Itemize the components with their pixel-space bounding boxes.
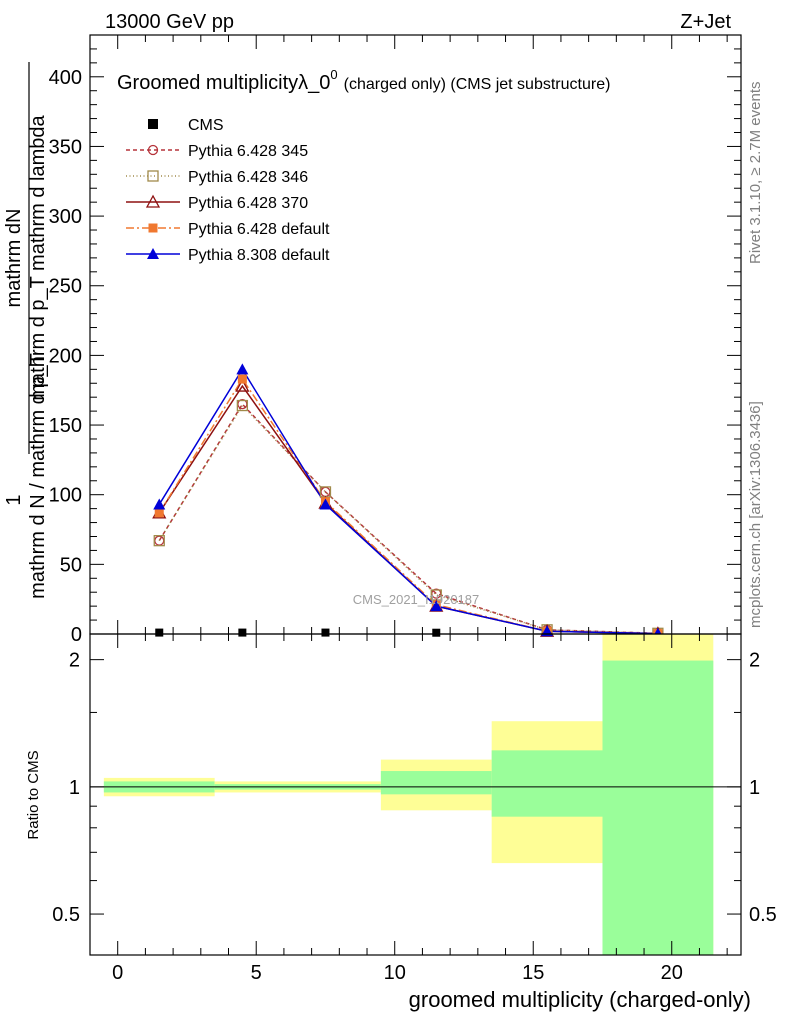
ratio-y-axis-label: Ratio to CMS [25, 750, 42, 839]
main-y-axis-label: mathrm dN mathrm d p_T mathrm d lambda 1… [3, 62, 49, 599]
ratio-y-tick-label: 1 [69, 777, 80, 799]
data-point-marker [237, 374, 247, 384]
main-y-tick-label: 0 [71, 624, 82, 646]
plot-title-detail: (charged only) (CMS jet substructure) [344, 76, 611, 93]
mcplots-reference-label: mcplots.cern.ch [arXiv:1306.3436] [747, 401, 764, 628]
rivet-version-label: Rivet 3.1.10, ≥ 2.7M events [747, 82, 764, 265]
main-y-axis-ticks: 0 50 100 150 200 250 300 350 400 [49, 48, 741, 646]
main-y-tick-label: 150 [49, 415, 82, 437]
legend: CMS Pythia 6.428 345 Pythia 6.428 346 Pythi… [126, 117, 330, 264]
cms-data-point [321, 628, 330, 637]
main-y-tick-label: 300 [49, 206, 82, 228]
data-point-marker [319, 498, 332, 510]
series-line [158, 377, 658, 635]
x-axis-label: groomed multiplicity (charged-only) [409, 987, 751, 1012]
main-series-lines [158, 367, 658, 635]
legend-label: Pythia 6.428 346 [188, 169, 308, 186]
x-tick-label: 10 [384, 962, 406, 984]
data-point-marker [236, 399, 249, 412]
x-tick-label: 20 [661, 962, 683, 984]
ratio-y-tick-label: 0.5 [52, 904, 80, 926]
x-tick-label: 15 [522, 962, 544, 984]
data-point-marker [147, 144, 159, 156]
stat-uncertainty-band [491, 750, 603, 817]
y-label-prefix-numerator: 1 [3, 494, 25, 505]
cms-data-point [238, 628, 247, 637]
cms-data-point [155, 628, 164, 637]
y-label-denominator: mathrm d p_T mathrm d lambda [27, 114, 49, 400]
collision-label: 13000 GeV pp [105, 11, 234, 33]
ratio-x-axis-ticks: 0 5 10 15 20 [89, 634, 728, 984]
data-point-marker [430, 600, 443, 612]
data-point-marker [235, 378, 250, 392]
plot-title-main: Groomed multiplicityλ_0 [117, 72, 330, 94]
ratio-y-tick-label-right: 1 [749, 777, 760, 799]
data-point-marker [145, 194, 161, 208]
process-label: Z+Jet [680, 11, 731, 33]
stat-uncertainty-band [602, 660, 714, 955]
legend-label: Pythia 6.428 345 [188, 143, 308, 160]
legend-label: Pythia 6.428 370 [188, 195, 308, 212]
legend-label: Pythia 6.428 default [188, 221, 330, 238]
ratio-frame [89, 633, 742, 956]
data-point-marker [153, 535, 165, 547]
x-tick-label: 0 [112, 962, 123, 984]
main-y-tick-label: 350 [49, 136, 82, 158]
data-point-marker [148, 223, 158, 233]
main-y-tick-label: 50 [60, 554, 82, 576]
data-point-marker [153, 498, 166, 510]
main-y-tick-label: 250 [49, 276, 82, 298]
data-point-marker [154, 508, 164, 518]
cms-data-point [432, 628, 441, 637]
legend-label: Pythia 8.308 default [188, 247, 330, 264]
ratio-y-tick-label-right: 2 [749, 650, 760, 672]
main-y-tick-label: 400 [49, 67, 82, 89]
data-point-marker [147, 248, 159, 259]
ratio-y-tick-label-right: 0.5 [749, 904, 777, 926]
series-line [158, 404, 658, 635]
legend-label: CMS [188, 117, 224, 134]
stat-uncertainty-band [380, 771, 492, 795]
ratio-uncertainty-bands [90, 634, 741, 955]
plot-title-superscript: 0 [330, 67, 337, 82]
legend-marker-cms [148, 119, 158, 129]
main-x-axis-ticks [89, 35, 728, 634]
y-label-prefix-denominator: mathrm d N / mathrm d p_T [27, 353, 49, 599]
analysis-watermark: CMS_2021_I1920187 [353, 592, 480, 607]
data-point-marker [147, 170, 159, 182]
plot-title: Groomed multiplicityλ_00 (charged only) (… [117, 67, 610, 94]
series-line [158, 367, 658, 635]
ratio-y-tick-label: 2 [69, 650, 80, 672]
main-y-tick-label: 200 [49, 345, 82, 367]
y-label-numerator: mathrm dN [3, 209, 25, 308]
data-point-marker [236, 363, 249, 375]
x-tick-label: 5 [251, 962, 262, 984]
main-y-tick-label: 100 [49, 485, 82, 507]
ratio-y-axis-ticks: 0.5 0.5 1 1 2 2 [52, 650, 777, 926]
